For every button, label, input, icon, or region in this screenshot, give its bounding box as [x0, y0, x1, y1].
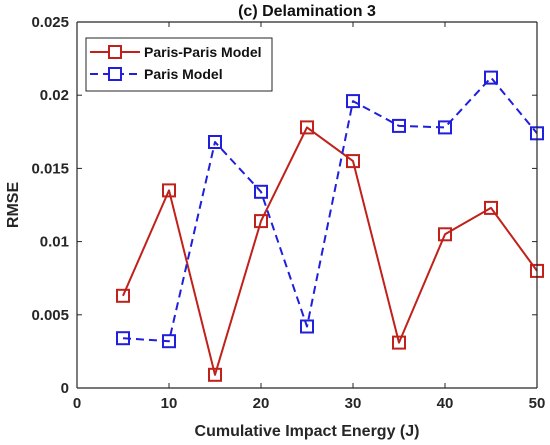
x-tick-label: 40 — [437, 395, 454, 412]
y-axis-title: RMSE — [5, 182, 22, 229]
paris-model-marker — [162, 334, 176, 349]
y-tick-label: 0.025 — [31, 14, 69, 31]
y-tick-label: 0.015 — [31, 160, 69, 177]
paris-paris-model-marker — [392, 335, 406, 350]
legend-paris-paris-marker — [108, 45, 122, 59]
paris-paris-model-marker — [484, 200, 498, 215]
x-tick-label: 30 — [345, 395, 362, 412]
x-tick-label: 10 — [161, 395, 178, 412]
legend-paris-marker — [108, 67, 122, 81]
paris-model-marker — [254, 184, 268, 199]
y-tick-label: 0 — [61, 380, 69, 397]
legend: Paris-Paris Model Paris Model — [85, 37, 273, 92]
tick-layer: 0 10 20 30 40 50 0 0.005 0.01 0.015 0.02 0.025 — [31, 14, 545, 412]
paris-paris-model-marker — [254, 214, 268, 229]
paris-model-marker — [438, 120, 452, 135]
paris-model-marker — [208, 135, 222, 149]
paris-model-marker — [300, 319, 314, 334]
paris-paris-model-marker — [116, 288, 130, 303]
paris-model-marker — [346, 94, 360, 109]
paris-paris-model-marker — [438, 227, 452, 242]
paris-model-series-line — [122, 76, 538, 343]
y-tick-label: 0.01 — [40, 234, 69, 251]
series-layer — [116, 70, 544, 382]
paris-model-marker — [392, 118, 406, 133]
x-tick-label: 0 — [73, 395, 81, 412]
y-tick-label: 0.02 — [40, 87, 69, 104]
axes-layer — [76, 21, 538, 389]
legend-paris-label: Paris Model — [144, 66, 223, 82]
y-tick-label: 0.005 — [31, 307, 69, 324]
paris-paris-model-marker — [162, 183, 176, 198]
paris-model-marker — [116, 331, 130, 346]
paris-model-marker — [484, 70, 498, 85]
paris-paris-model-series-line — [122, 126, 538, 376]
paris-paris-model-marker — [208, 367, 222, 382]
x-tick-label: 50 — [529, 395, 546, 412]
chart-title: (c) Delamination 3 — [238, 3, 376, 20]
paris-paris-model-marker — [300, 120, 314, 135]
paris-paris-model-marker — [346, 154, 360, 169]
x-axis-title: Cumulative Impact Energy (J) — [195, 423, 420, 440]
x-tick-label: 20 — [253, 395, 270, 412]
legend-paris-paris-label: Paris-Paris Model — [144, 44, 262, 60]
